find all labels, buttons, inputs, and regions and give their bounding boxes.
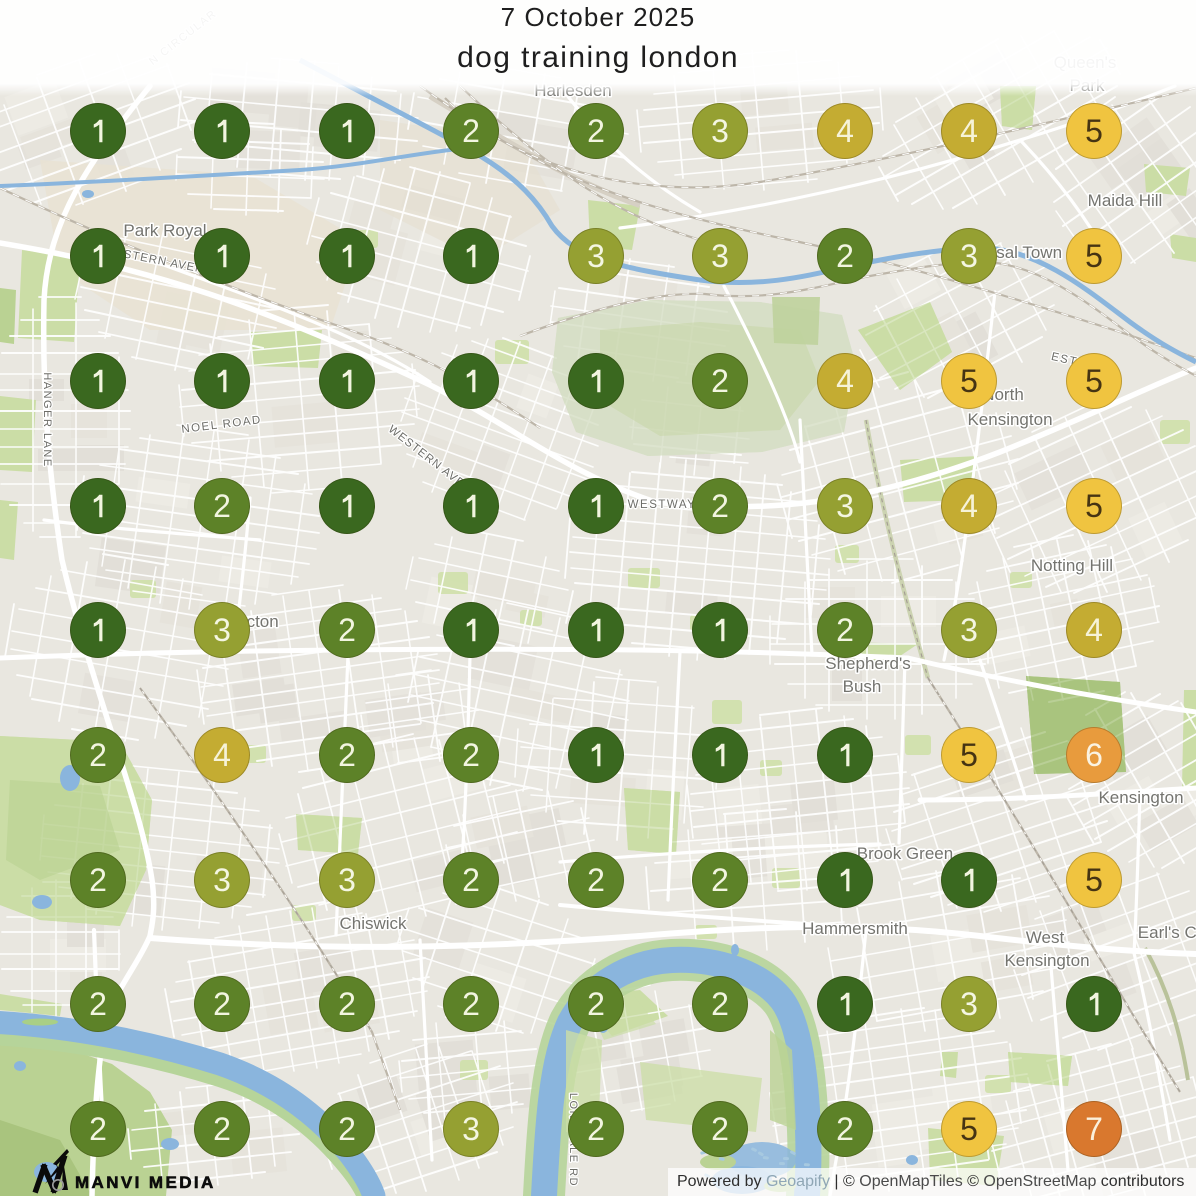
svg-text:Bush: Bush <box>843 677 882 696</box>
svg-text:Brook Green: Brook Green <box>857 844 953 863</box>
svg-text:West: West <box>1026 928 1065 947</box>
svg-text:Notting Hill: Notting Hill <box>1031 556 1113 575</box>
svg-text:Maida Hill: Maida Hill <box>1088 191 1163 210</box>
svg-text:WESTWAY: WESTWAY <box>628 499 697 511</box>
svg-text:Park Royal: Park Royal <box>123 221 206 240</box>
svg-text:Hammersmith: Hammersmith <box>802 919 908 938</box>
svg-text:Chiswick: Chiswick <box>339 914 407 933</box>
svg-text:HANGER LANE: HANGER LANE <box>41 372 53 467</box>
svg-text:Kensington: Kensington <box>967 410 1052 429</box>
svg-text:Kensington: Kensington <box>1098 788 1183 807</box>
svg-text:Kensington: Kensington <box>1004 951 1089 970</box>
svg-text:Shepherd's: Shepherd's <box>825 654 910 673</box>
svg-text:Earl's Co: Earl's Co <box>1138 923 1196 942</box>
